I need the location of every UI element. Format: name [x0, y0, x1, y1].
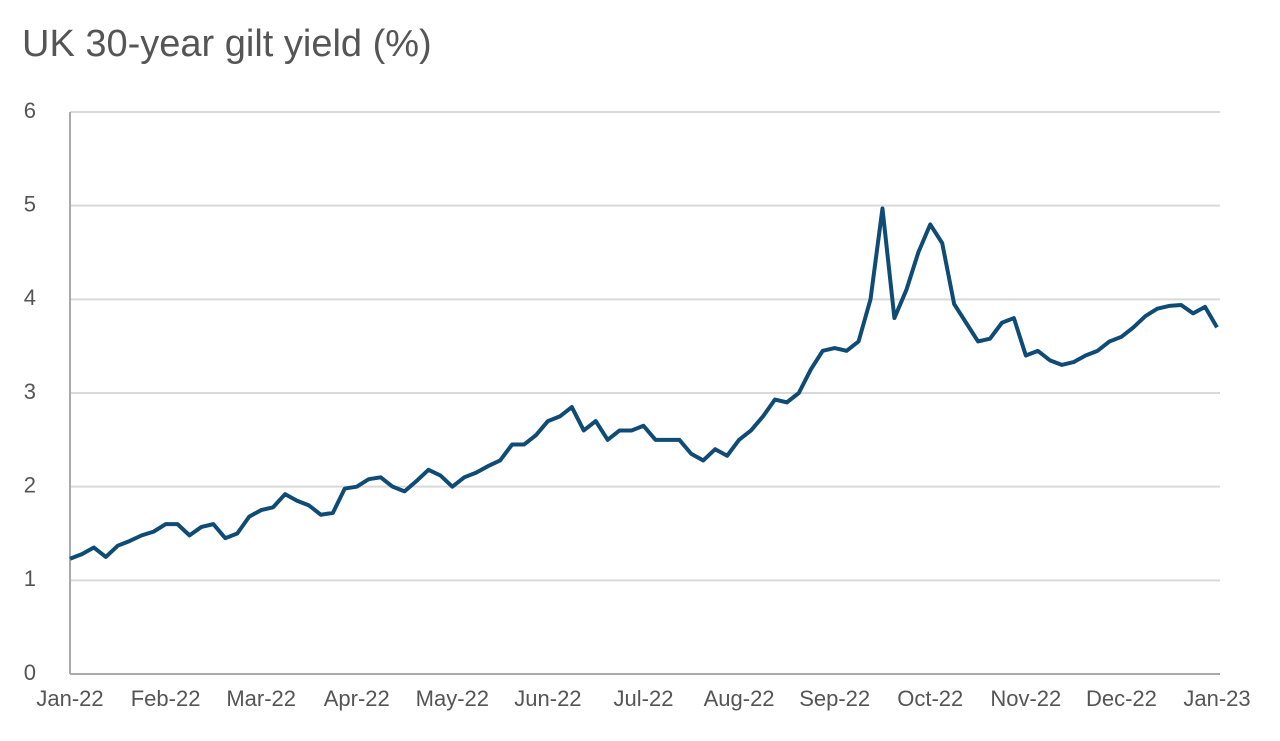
x-tick-label: Oct-22 — [897, 686, 963, 711]
x-tick-label: Apr-22 — [324, 686, 390, 711]
y-tick-label: 1 — [24, 566, 36, 591]
y-tick-label: 5 — [24, 191, 36, 216]
x-tick-label: Jan-23 — [1183, 686, 1250, 711]
x-tick-label: Jan-22 — [36, 686, 103, 711]
y-tick-label: 3 — [24, 379, 36, 404]
y-tick-label: 0 — [24, 660, 36, 685]
x-tick-label: Nov-22 — [990, 686, 1061, 711]
y-tick-label: 2 — [24, 472, 36, 497]
x-tick-label: Mar-22 — [226, 686, 296, 711]
x-tick-label: Feb-22 — [131, 686, 201, 711]
x-tick-label: Aug-22 — [704, 686, 775, 711]
x-tick-label: Dec-22 — [1086, 686, 1157, 711]
y-tick-label: 4 — [24, 285, 36, 310]
x-tick-label: Jul-22 — [614, 686, 674, 711]
line — [69, 206, 1219, 561]
x-tick-label: Sep-22 — [799, 686, 870, 711]
x-tick-label: May-22 — [416, 686, 489, 711]
chart-title: UK 30-year gilt yield (%) — [22, 23, 432, 65]
y-tick-label: 6 — [24, 98, 36, 123]
x-tick-label: Jun-22 — [514, 686, 581, 711]
